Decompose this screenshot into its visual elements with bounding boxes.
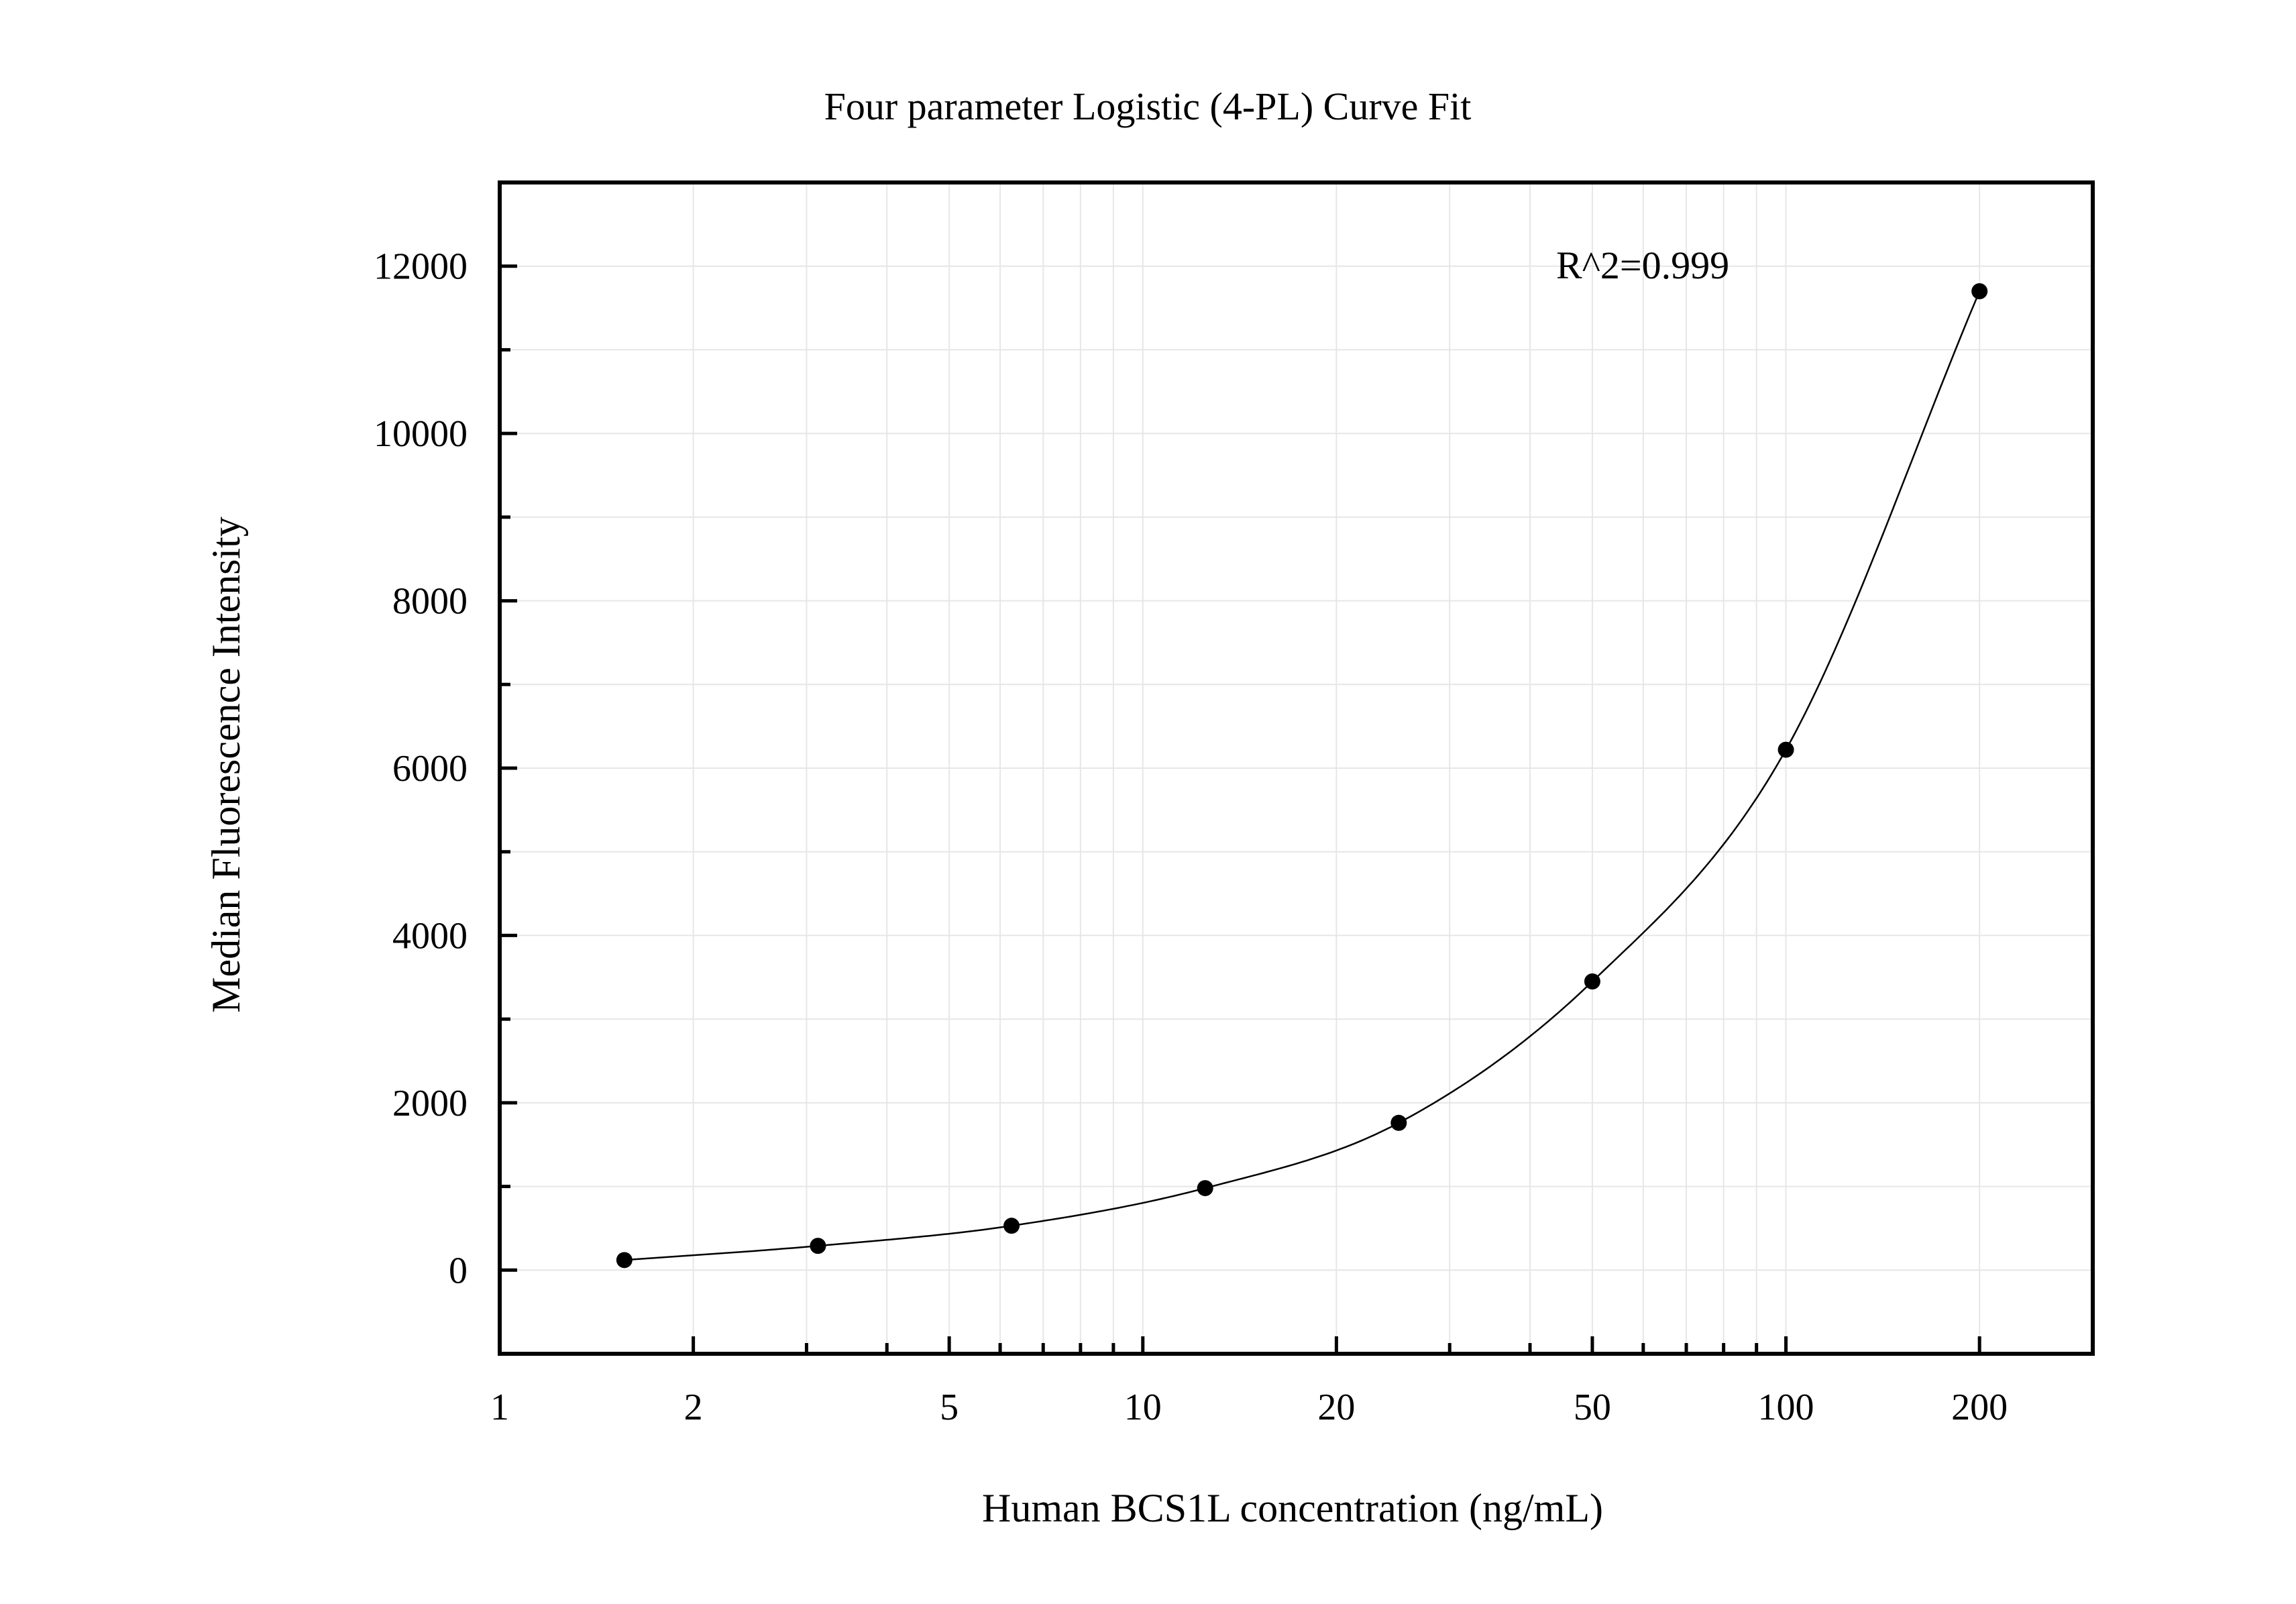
y-tick-label: 4000 <box>392 915 468 957</box>
y-tick-label: 2000 <box>392 1083 468 1124</box>
y-tick-label: 8000 <box>392 581 468 623</box>
x-tick-label: 200 <box>1951 1387 2008 1428</box>
x-tick-label: 5 <box>940 1387 959 1428</box>
x-tick-label: 10 <box>1124 1387 1162 1428</box>
x-tick-label: 100 <box>1758 1387 1814 1428</box>
data-point <box>1584 973 1600 990</box>
tick-labels-layer: 1 2 5 10 20 50 100 2000200040006000800010000120… <box>374 246 2008 1428</box>
x-tick-label: 1 <box>490 1387 509 1428</box>
ticks-layer <box>498 180 2095 1356</box>
y-tick-label: 10000 <box>374 413 468 455</box>
data-point <box>1390 1114 1407 1131</box>
data-point <box>1778 741 1794 758</box>
points-layer <box>616 283 1988 1269</box>
data-point <box>1003 1218 1020 1234</box>
x-tick-label: 2 <box>684 1387 703 1428</box>
r-squared-annotation: R^2=0.999 <box>1556 244 1729 287</box>
grid-layer <box>500 182 2093 1354</box>
fit-curve <box>624 290 1981 1261</box>
y-tick-label: 0 <box>449 1250 468 1291</box>
y-tick-label: 6000 <box>392 748 468 790</box>
data-point <box>1197 1180 1213 1197</box>
y-axis-title: Median Fluorescence Intensity <box>204 517 248 1013</box>
data-point <box>1971 283 1988 300</box>
x-tick-label: 20 <box>1317 1387 1355 1428</box>
fit-layer <box>624 290 1981 1261</box>
data-point <box>616 1252 633 1269</box>
chart-title: Four parameter Logistic (4-PL) Curve Fit <box>824 85 1472 128</box>
x-tick-label: 50 <box>1574 1387 1611 1428</box>
x-axis-title: Human BCS1L concentration (ng/mL) <box>982 1486 1603 1530</box>
y-tick-label: 12000 <box>374 246 468 288</box>
data-point <box>810 1238 826 1254</box>
